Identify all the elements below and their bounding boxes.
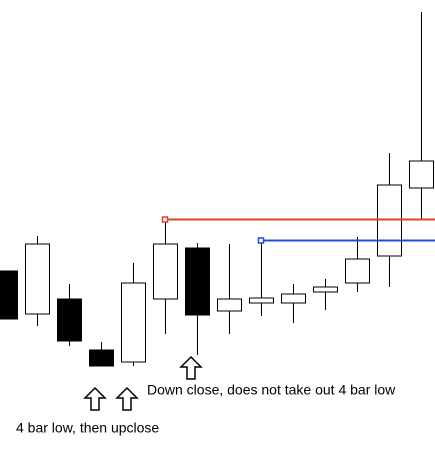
candle-body: [153, 243, 178, 300]
annotation: 4 bar low, then upclose: [16, 420, 159, 436]
candle-body: [25, 243, 50, 315]
level-marker: [257, 237, 265, 244]
up-arrow: [179, 355, 203, 380]
candle-body: [57, 298, 82, 342]
annotation: Down close, does not take out 4 bar low: [147, 382, 396, 398]
candle-body: [313, 286, 338, 293]
candle-body: [281, 293, 306, 304]
candle-body: [345, 258, 370, 284]
up-arrow: [115, 386, 139, 411]
arrows: [83, 355, 203, 411]
level-marker: [161, 216, 169, 223]
candle-body: [217, 298, 242, 312]
candle-body: [0, 270, 18, 320]
candle-body: [409, 160, 434, 189]
candle-body: [249, 297, 274, 304]
up-arrow: [83, 386, 107, 411]
candle-body: [121, 282, 146, 363]
candle-body: [185, 247, 210, 316]
candle-body: [89, 349, 114, 367]
